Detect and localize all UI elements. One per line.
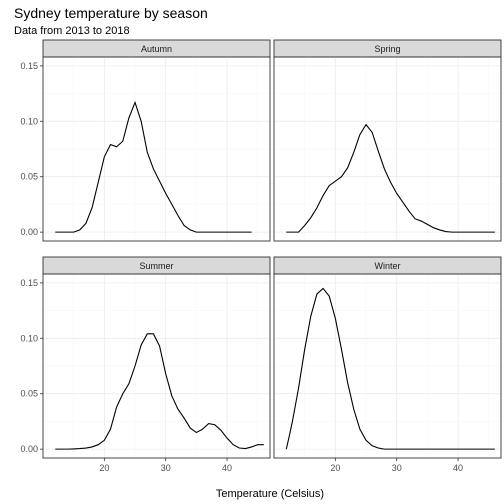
x-tick-label: 20 — [330, 463, 340, 473]
y-tick-label: 0.10 — [20, 333, 38, 343]
chart-title: Sydney temperature by season — [14, 5, 208, 21]
facet-winter: Winter 20 30 40 — [273, 256, 502, 473]
density-curve-autumn — [55, 100, 252, 233]
panel-border-autumn — [42, 56, 271, 242]
facet-spring: Spring — [273, 39, 502, 242]
x-axis-title: Temperature (Celsius) — [216, 488, 324, 500]
x-tick-label: 20 — [99, 463, 109, 473]
y-tick-label: 0.15 — [20, 278, 38, 288]
y-tick-label: 0.00 — [20, 227, 38, 237]
facet-panels: Autumn 0.00 0.05 0.10 0.15 Spring Summer 0.00 0.… — [20, 39, 502, 473]
facet-label-spring: Spring — [374, 44, 400, 54]
panel-border-spring — [273, 56, 502, 242]
facet-label-summer: Summer — [139, 261, 173, 271]
chart-subtitle: Data from 2013 to 2018 — [14, 25, 130, 37]
x-tick-label: 40 — [453, 463, 463, 473]
density-curve-spring — [286, 123, 495, 233]
x-tick-label: 30 — [161, 463, 171, 473]
panel-border-summer — [42, 273, 271, 459]
y-tick-label: 0.10 — [20, 116, 38, 126]
y-tick-label: 0.00 — [20, 444, 38, 454]
density-curve-winter — [285, 287, 495, 450]
y-tick-label: 0.05 — [20, 389, 38, 399]
x-tick-label: 30 — [392, 463, 402, 473]
panel-border-winter — [273, 273, 502, 459]
y-tick-label: 0.05 — [20, 172, 38, 182]
facet-summer: Summer 0.00 0.05 0.10 0.15 20 30 40 — [20, 256, 271, 473]
facet-label-winter: Winter — [374, 261, 400, 271]
facet-autumn: Autumn 0.00 0.05 0.10 0.15 — [20, 39, 271, 242]
y-tick-label: 0.15 — [20, 61, 38, 71]
density-curve-summer — [55, 333, 264, 450]
x-tick-label: 40 — [222, 463, 232, 473]
facet-label-autumn: Autumn — [141, 44, 172, 54]
